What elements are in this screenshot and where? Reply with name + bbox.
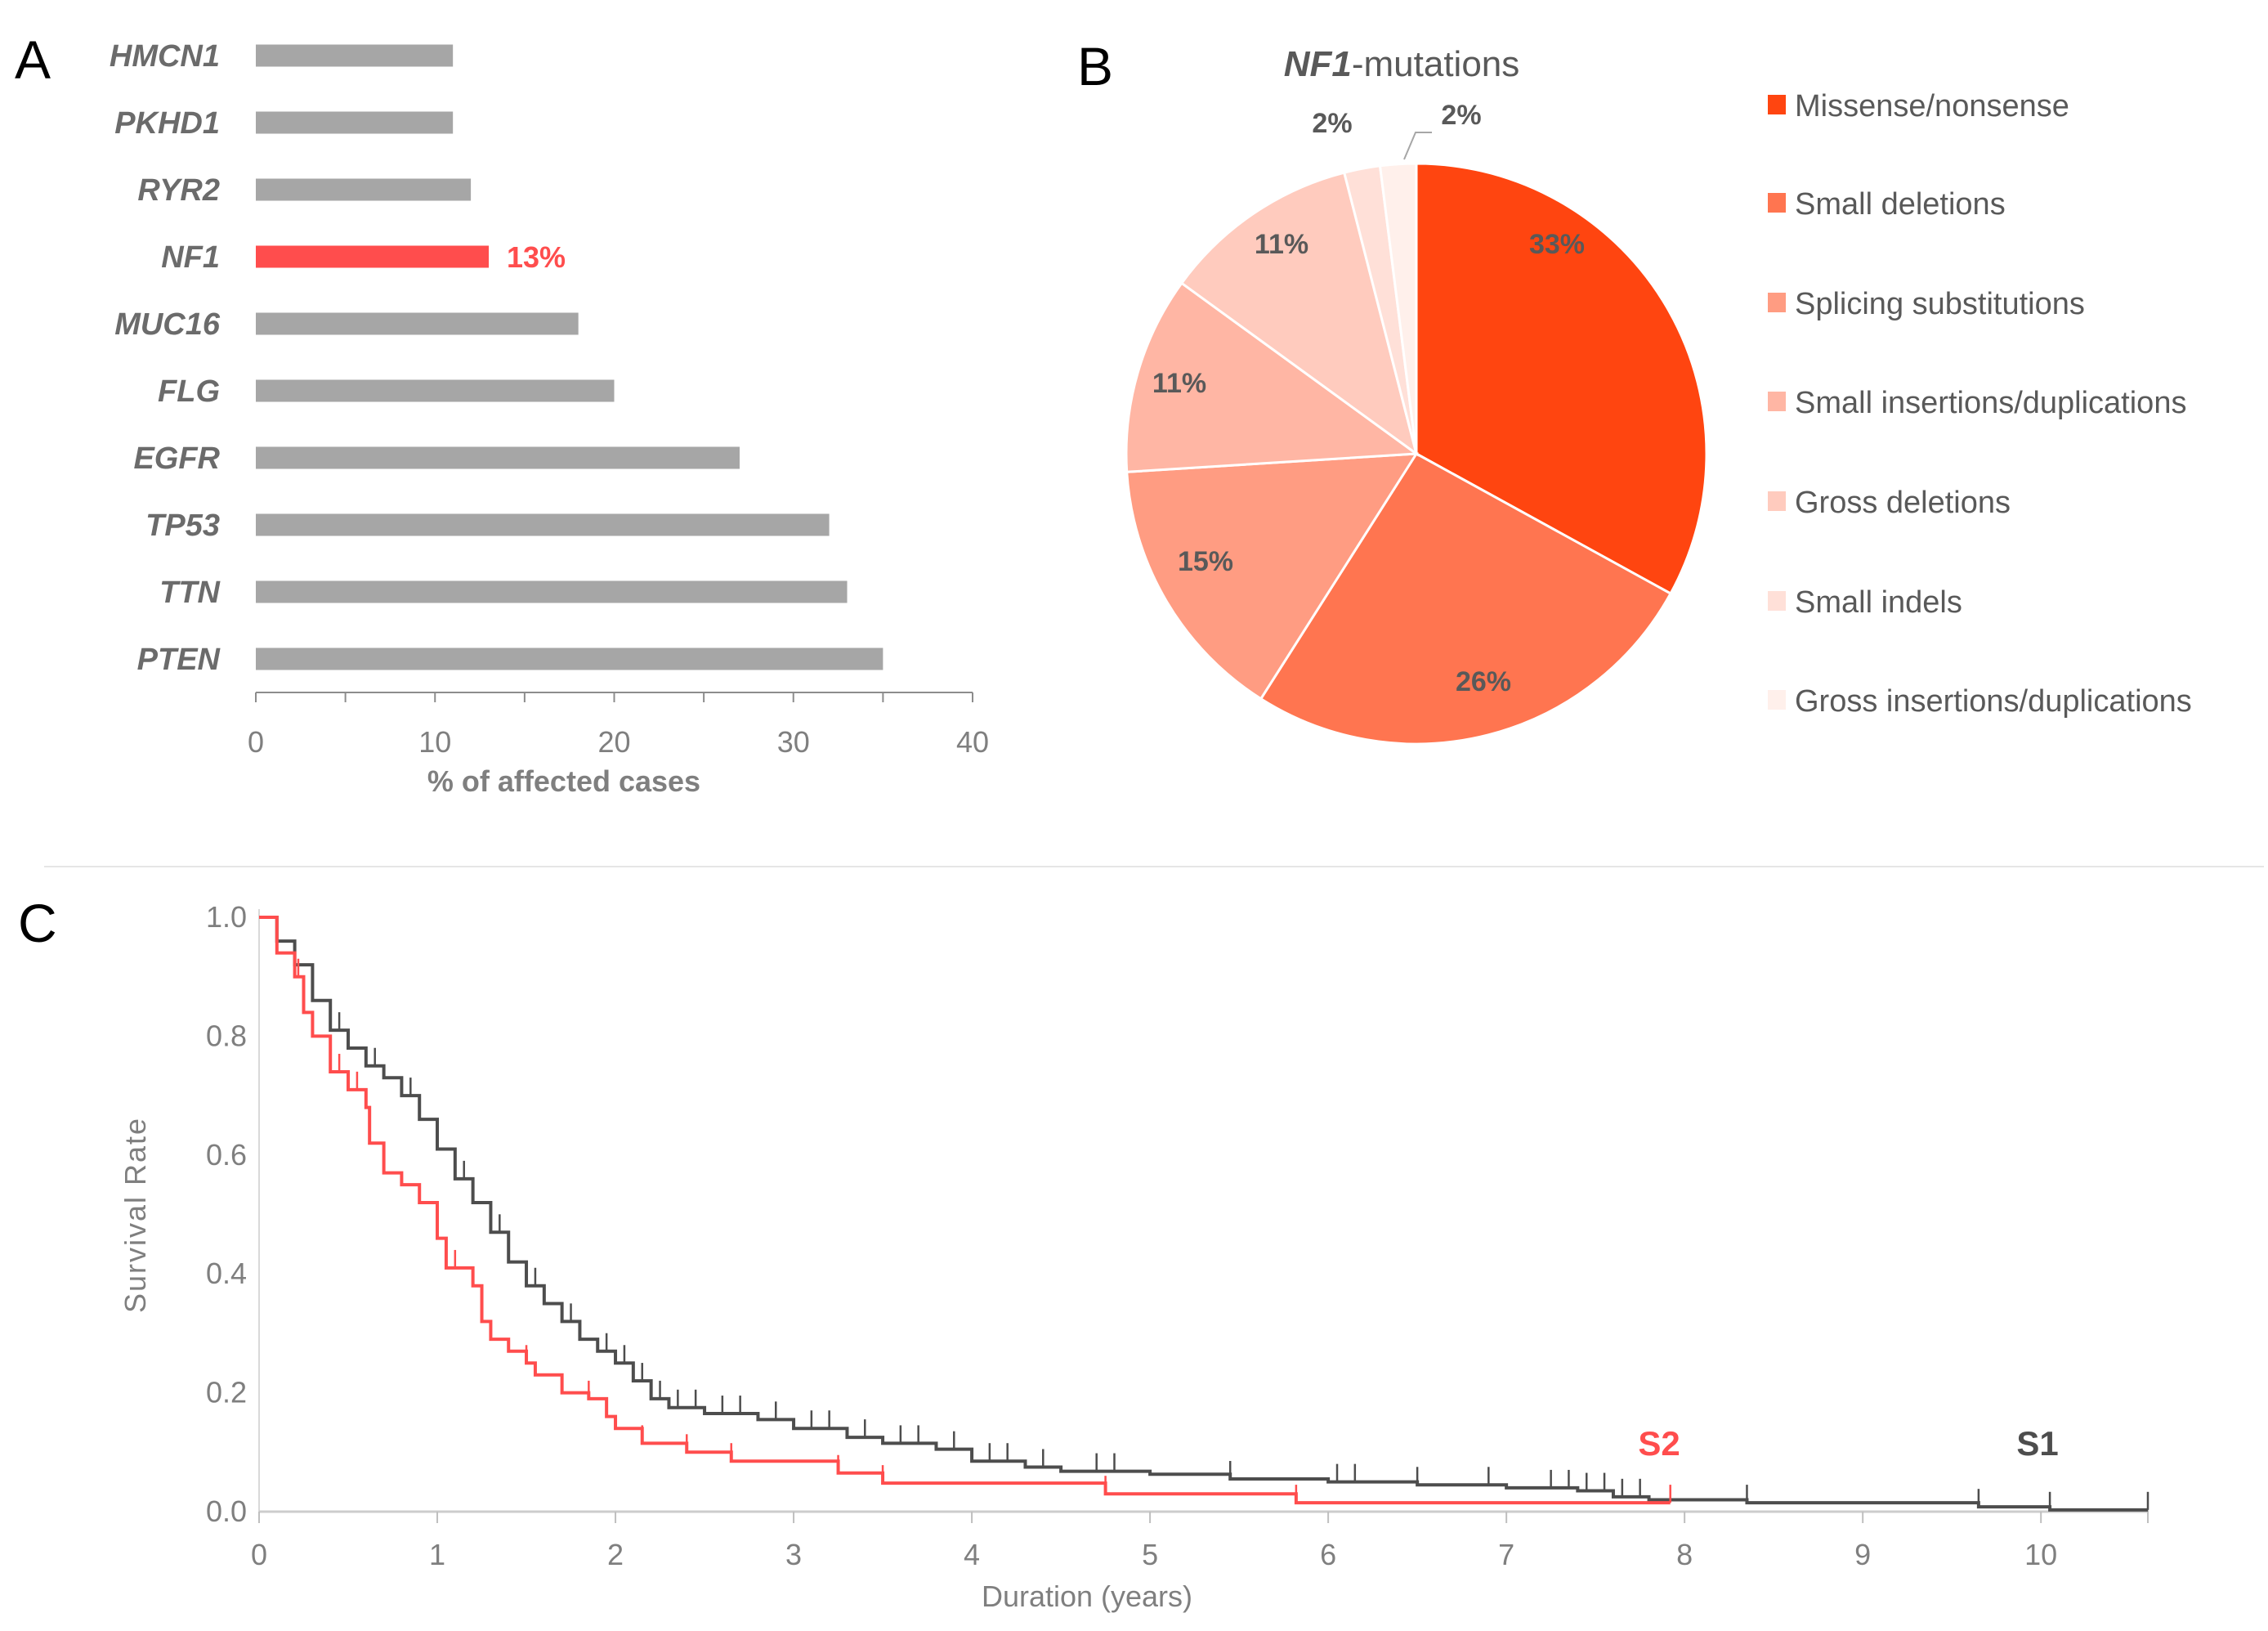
- x-axis-title: % of affected cases: [427, 764, 700, 798]
- y-tick-label: 0.2: [206, 1376, 247, 1409]
- series-label-s2: S2: [1638, 1424, 1680, 1463]
- gene-label: TTN: [159, 576, 221, 610]
- legend-swatch: [1768, 392, 1786, 411]
- pie-slice-label: 11%: [1255, 229, 1308, 260]
- pie-slice-label: 2%: [1312, 108, 1352, 139]
- x-tick-label: 6: [1320, 1538, 1336, 1571]
- legend-swatch: [1768, 95, 1786, 114]
- legend-swatch: [1768, 293, 1786, 312]
- bar: [256, 580, 848, 603]
- bar: [256, 111, 454, 134]
- y-tick-label: 0.0: [206, 1494, 247, 1528]
- legend-label: Gross deletions: [1795, 486, 2011, 520]
- x-tick-label: 1: [429, 1538, 445, 1571]
- legend-label: Missense/nonsense: [1795, 89, 2069, 123]
- panel-label-b: B: [1077, 36, 1113, 96]
- pie-chart: NF1-mutations 33% 26% 15% 11% 11% 2% 2% Missense…: [1125, 44, 2192, 746]
- panel-label-a: A: [15, 29, 51, 90]
- y-tick-label: 0.4: [206, 1257, 247, 1290]
- x-tick-label: 10: [418, 725, 451, 759]
- legend-label: Small deletions: [1795, 187, 2006, 222]
- pie-slice: [1125, 452, 1419, 701]
- gene-label: PTEN: [137, 643, 221, 677]
- x-tick-label: 9: [1854, 1538, 1871, 1571]
- gene-label: NF1: [161, 240, 220, 275]
- series-label-s1: S1: [2016, 1424, 2058, 1463]
- y-tick-label: 0.8: [206, 1019, 247, 1052]
- pie-title-gene: NF1: [1284, 44, 1352, 84]
- bar: [256, 513, 830, 536]
- x-tick-label: 4: [964, 1538, 980, 1571]
- bar: [256, 245, 490, 268]
- x-tick-label: 8: [1676, 1538, 1693, 1571]
- pie-slice: [1415, 162, 1708, 596]
- pie-slice: [1125, 281, 1420, 473]
- x-tick-label: 0: [248, 725, 264, 759]
- x-tick-label: 10: [2024, 1538, 2057, 1571]
- pie-slice: [1378, 162, 1418, 455]
- x-tick-label: 3: [785, 1538, 802, 1571]
- x-tick-label: 7: [1498, 1538, 1514, 1571]
- legend-label: Gross insertions/duplications: [1795, 684, 2192, 719]
- pie-slice-label: 33%: [1529, 229, 1585, 260]
- pie-slice: [1259, 452, 1673, 746]
- pie-slice-label: 2%: [1441, 100, 1481, 131]
- gene-label: RYR2: [137, 173, 220, 208]
- x-tick-label: 30: [777, 725, 810, 759]
- gene-label: EGFR: [133, 441, 220, 476]
- gene-label: HMCN1: [110, 39, 220, 74]
- bar: [256, 44, 454, 67]
- panel-label-c: C: [18, 893, 57, 953]
- gene-label: TP53: [145, 509, 220, 543]
- x-tick-label: 0: [251, 1538, 267, 1571]
- x-tick-label: 20: [597, 725, 630, 759]
- bar: [256, 312, 579, 335]
- y-tick-label: 0.6: [206, 1138, 247, 1172]
- pie-slice-label: 11%: [1152, 368, 1206, 399]
- pie-slice-label: 26%: [1456, 666, 1511, 697]
- legend-swatch: [1768, 193, 1786, 213]
- legend-swatch: [1768, 591, 1786, 611]
- bar: [256, 647, 883, 670]
- survival-chart: 0 1 2 3 4 5 6 7 8 9 10 0.0 0.2 0.4 0.6 0.8 1.0 Duration (…: [119, 900, 2149, 1613]
- bar: [256, 178, 472, 201]
- bar: [256, 446, 740, 469]
- leader-line: [1403, 132, 1432, 160]
- survival-curve-s2: [259, 916, 1671, 1505]
- bar-value-label: 13%: [507, 240, 566, 274]
- pie-slice: [1179, 171, 1419, 457]
- legend-label: Splicing substitutions: [1795, 287, 2085, 321]
- legend-label: Small indels: [1795, 585, 1962, 620]
- y-tick-label: 1.0: [206, 900, 247, 934]
- bar: [256, 379, 615, 402]
- legend-swatch: [1768, 491, 1786, 511]
- pie-slice-label: 15%: [1178, 546, 1233, 577]
- survival-curve-s1: [259, 916, 2148, 1512]
- legend-swatch: [1768, 690, 1786, 710]
- pie-title: NF1-mutations: [1284, 44, 1520, 84]
- x-tick-label: 2: [607, 1538, 624, 1571]
- x-tick-label: 40: [956, 725, 989, 759]
- gene-label: PKHD1: [114, 106, 220, 141]
- bar-chart: HMCN1 PKHD1 RYR2 NF1 13% MUC16 FLG EGFR TP53 TTN P…: [110, 39, 989, 798]
- gene-label: FLG: [158, 374, 220, 409]
- legend-label: Small insertions/duplications: [1795, 386, 2186, 420]
- x-axis-title: Duration (years): [982, 1579, 1192, 1613]
- y-axis-title: Survival Rate: [119, 1117, 152, 1313]
- gene-label: MUC16: [114, 307, 221, 342]
- x-tick-label: 5: [1142, 1538, 1158, 1571]
- pie-title-rest: -mutations: [1352, 44, 1519, 84]
